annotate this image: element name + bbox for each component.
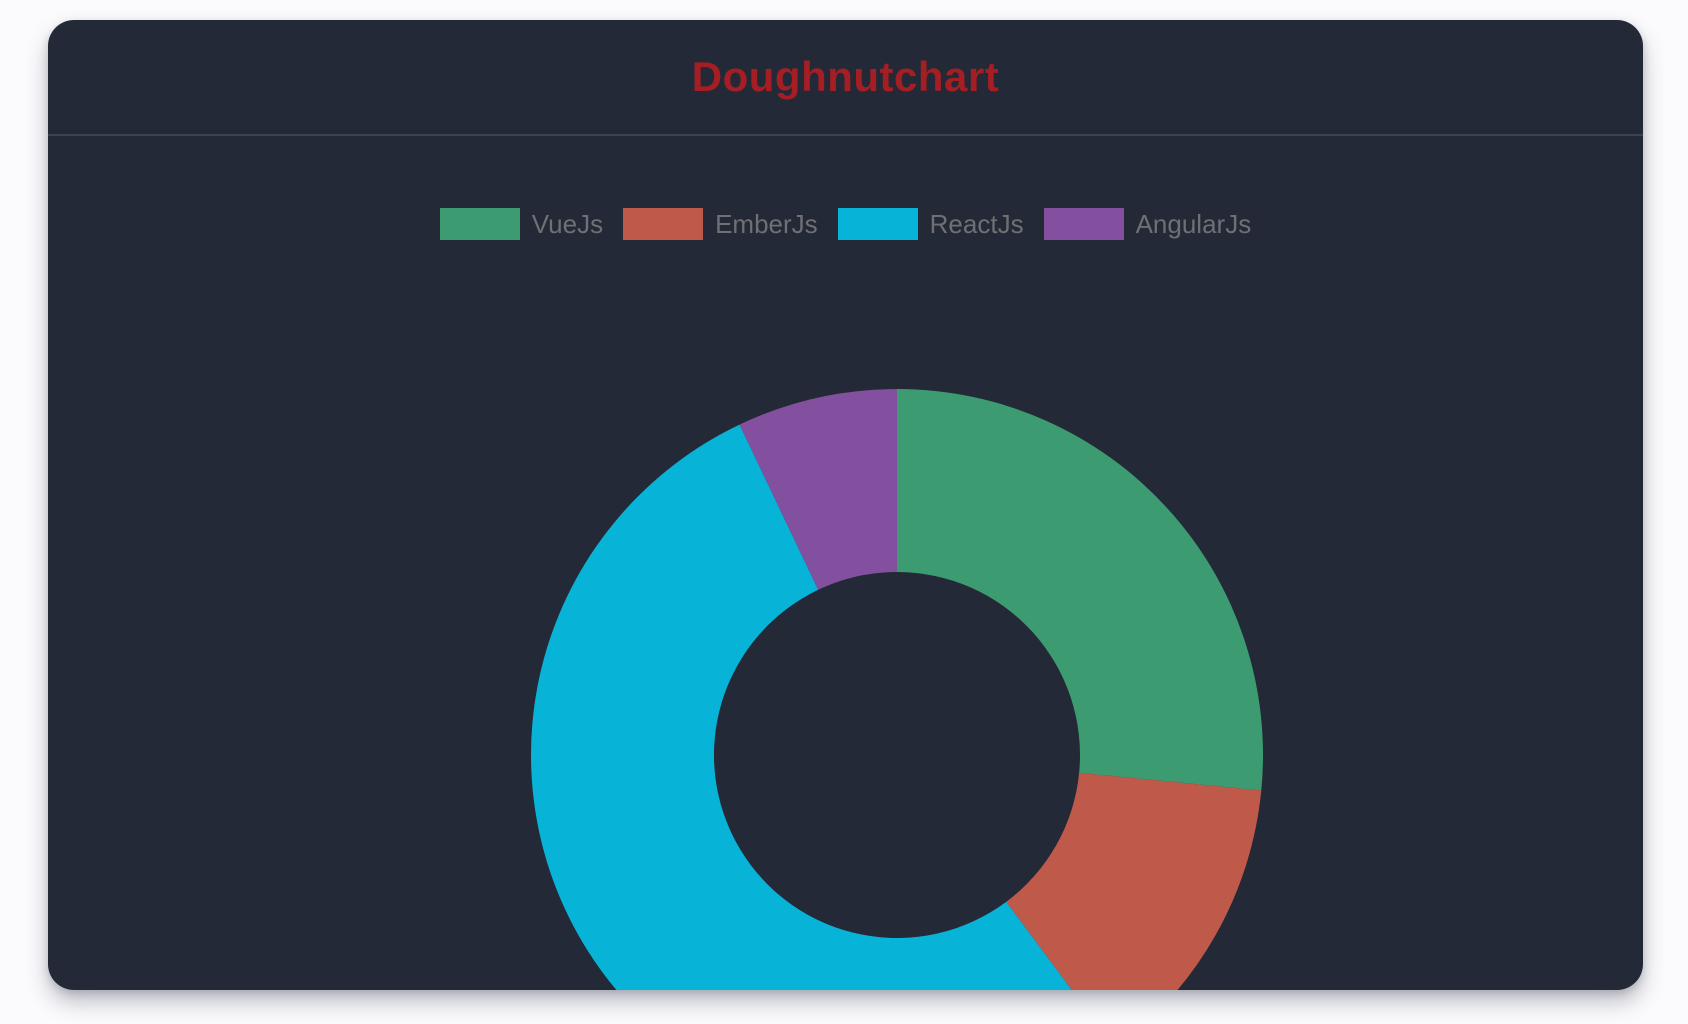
legend-label: AngularJs <box>1135 208 1252 239</box>
legend-swatch-emberjs <box>623 208 704 240</box>
card-header: Doughnutchart <box>48 20 1643 136</box>
chart-card: Doughnutchart VueJs EmberJs ReactJs Angular… <box>48 20 1643 990</box>
legend-swatch-angularjs <box>1043 208 1124 240</box>
legend-label: VueJs <box>531 208 604 239</box>
legend-item-angularjs[interactable]: AngularJs <box>1043 208 1252 240</box>
chart-area: VueJs EmberJs ReactJs AngularJs <box>48 136 1643 990</box>
doughnut-segment-reactjs[interactable] <box>530 424 1115 990</box>
legend-item-emberjs[interactable]: EmberJs <box>623 208 818 240</box>
doughnut-segment-vuejs[interactable] <box>897 389 1264 791</box>
legend-item-vuejs[interactable]: VueJs <box>439 208 604 240</box>
chart-title: Doughnutchart <box>691 53 1000 100</box>
legend-label: EmberJs <box>715 208 818 239</box>
chart-legend: VueJs EmberJs ReactJs AngularJs <box>48 208 1643 240</box>
doughnut-segment-angularjs[interactable] <box>739 389 897 590</box>
doughnut-segment-emberjs[interactable] <box>1006 772 1262 990</box>
legend-swatch-vuejs <box>439 208 520 240</box>
legend-swatch-reactjs <box>837 208 918 240</box>
doughnut-chart <box>530 389 1264 990</box>
legend-item-reactjs[interactable]: ReactJs <box>837 208 1024 240</box>
legend-label: ReactJs <box>929 208 1024 239</box>
